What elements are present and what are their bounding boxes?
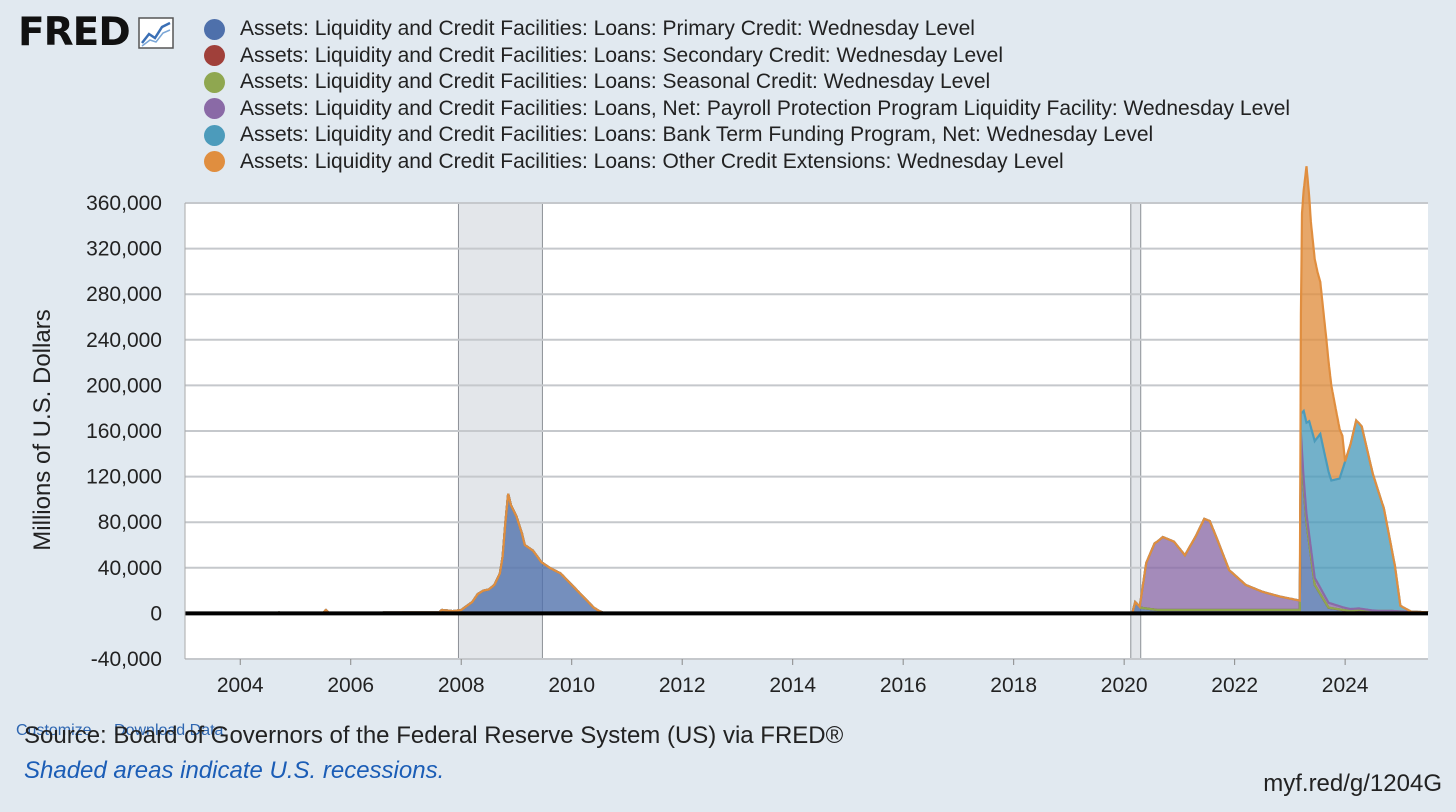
series-area-5 (185, 166, 1428, 614)
y-tick-label: 240,000 (86, 329, 162, 352)
legend-item[interactable]: Assets: Liquidity and Credit Facilities:… (204, 122, 1290, 149)
x-tick-label: 2018 (990, 674, 1037, 697)
x-tick-label: 2014 (769, 674, 816, 697)
legend-label: Assets: Liquidity and Credit Facilities:… (240, 17, 975, 41)
legend-label: Assets: Liquidity and Credit Facilities:… (240, 123, 1154, 147)
fred-logo-text: FRED (18, 10, 131, 55)
source-note: Source: Board of Governors of the Federa… (24, 722, 844, 749)
y-tick-label: -40,000 (91, 648, 162, 671)
y-tick-label: 120,000 (86, 466, 162, 489)
x-tick-label: 2012 (659, 674, 706, 697)
y-tick-label: 0 (150, 602, 162, 625)
x-tick-label: 2016 (880, 674, 927, 697)
series-area-4 (185, 410, 1428, 614)
short-url[interactable]: myf.red/g/1204G (1263, 770, 1442, 797)
y-tick-label: 320,000 (86, 238, 162, 261)
legend-swatch (204, 71, 225, 93)
chart-links: Customize Download Data (16, 722, 241, 740)
legend-item[interactable]: Assets: Liquidity and Credit Facilities:… (204, 43, 1290, 70)
legend-swatch (204, 18, 225, 40)
legend-label: Assets: Liquidity and Credit Facilities:… (240, 96, 1291, 120)
series-area-0 (185, 442, 1428, 614)
legend-label: Assets: Liquidity and Credit Facilities:… (240, 149, 1064, 173)
x-tick-label: 2004 (217, 674, 264, 697)
legend-label: Assets: Liquidity and Credit Facilities:… (240, 43, 1004, 67)
x-tick-label: 2022 (1211, 674, 1258, 697)
x-tick-label: 2020 (1101, 674, 1148, 697)
x-tick-label: 2006 (327, 674, 374, 697)
chart-legend: Assets: Liquidity and Credit Facilities:… (204, 16, 1290, 175)
customize-link[interactable]: Customize (16, 722, 92, 739)
legend-swatch (204, 151, 225, 173)
download-data-link[interactable]: Download Data (114, 722, 224, 739)
y-tick-label: 360,000 (86, 192, 162, 215)
y-tick-label: 160,000 (86, 420, 162, 443)
fred-logo[interactable]: FRED (18, 10, 174, 56)
y-axis-label: Millions of U.S. Dollars (29, 309, 56, 550)
legend-item[interactable]: Assets: Liquidity and Credit Facilities:… (204, 69, 1290, 96)
line-chart-icon (137, 17, 174, 49)
recession-shading-note: Shaded areas indicate U.S. recessions. (24, 757, 445, 784)
legend-item[interactable]: Assets: Liquidity and Credit Facilities:… (204, 96, 1290, 123)
legend-item[interactable]: Assets: Liquidity and Credit Facilities:… (204, 149, 1290, 176)
y-tick-label: 200,000 (86, 374, 162, 397)
legend-swatch (204, 45, 225, 67)
legend-label: Assets: Liquidity and Credit Facilities:… (240, 70, 991, 94)
y-tick-label: 80,000 (98, 511, 162, 534)
legend-item[interactable]: Assets: Liquidity and Credit Facilities:… (204, 16, 1290, 43)
y-tick-label: 40,000 (98, 557, 162, 580)
legend-swatch (204, 98, 225, 120)
x-tick-label: 2008 (438, 674, 485, 697)
legend-swatch (204, 124, 225, 146)
x-tick-label: 2010 (548, 674, 595, 697)
x-tick-label: 2024 (1322, 674, 1369, 697)
y-tick-label: 280,000 (86, 283, 162, 306)
